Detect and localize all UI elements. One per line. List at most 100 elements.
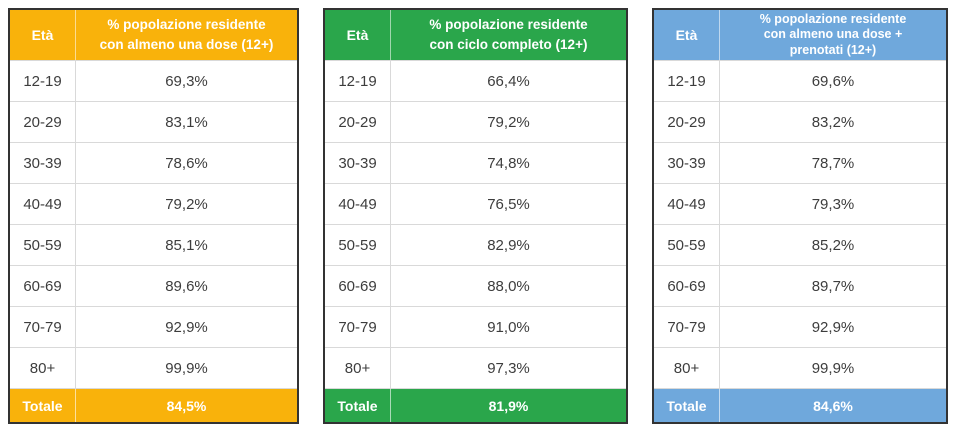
value-cell: 76,5% xyxy=(487,195,530,213)
value-cell: 69,3% xyxy=(165,72,208,90)
value-cell: 74,8% xyxy=(487,154,530,172)
age-cell: 50-59 xyxy=(10,225,76,265)
table-row: 30-39 74,8% xyxy=(325,142,626,183)
age-header-label: Età xyxy=(675,27,698,43)
value-header-label: % popolazione residente con almeno una d… xyxy=(99,17,274,52)
vaccination-table: Età % popolazione residente con ciclo co… xyxy=(323,8,628,424)
table-row: 12-19 69,6% xyxy=(654,60,946,101)
value-cell: 83,2% xyxy=(811,113,855,131)
table-row: 60-69 89,6% xyxy=(10,265,297,306)
value-cell: 88,0% xyxy=(487,277,530,295)
table-row: 80+ 99,9% xyxy=(10,347,297,388)
total-label-cell: Totale xyxy=(654,389,720,422)
total-value-cell: 84,5% xyxy=(166,397,207,414)
table-row: 70-79 91,0% xyxy=(325,306,626,347)
value-cell: 82,9% xyxy=(487,236,530,254)
age-cell: 60-69 xyxy=(325,266,391,306)
age-cell: 12-19 xyxy=(654,61,720,101)
table-row: 30-39 78,7% xyxy=(654,142,946,183)
value-cell: 91,0% xyxy=(487,318,530,336)
age-header-label: Età xyxy=(31,27,54,43)
vaccination-table: Età % popolazione residente con almeno u… xyxy=(652,8,948,424)
value-cell: 79,3% xyxy=(811,195,855,213)
age-column-header: Età xyxy=(325,10,391,60)
table-header-row: Età % popolazione residente con ciclo co… xyxy=(325,10,626,60)
value-column-header: % popolazione residente con ciclo comple… xyxy=(391,10,626,60)
value-cell: 99,9% xyxy=(811,359,855,377)
value-cell: 66,4% xyxy=(487,72,530,90)
age-cell: 50-59 xyxy=(654,225,720,265)
age-cell: 40-49 xyxy=(325,184,391,224)
age-cell: 80+ xyxy=(325,348,391,388)
age-cell: 30-39 xyxy=(10,143,76,183)
value-cell: 85,1% xyxy=(165,236,208,254)
age-cell: 70-79 xyxy=(325,307,391,347)
age-header-label: Età xyxy=(346,27,369,43)
age-cell: 60-69 xyxy=(10,266,76,306)
value-cell: 79,2% xyxy=(487,113,530,131)
age-cell: 20-29 xyxy=(10,102,76,142)
value-cell: 92,9% xyxy=(165,318,208,336)
table-row: 20-29 83,2% xyxy=(654,101,946,142)
value-cell: 78,6% xyxy=(165,154,208,172)
table-row: 60-69 89,7% xyxy=(654,265,946,306)
table-row: 80+ 97,3% xyxy=(325,347,626,388)
table-body: 12-19 69,6% 20-29 83,2% 30-39 78,7% 40-4… xyxy=(654,60,946,388)
table-header-row: Età % popolazione residente con almeno u… xyxy=(10,10,297,60)
total-row: Totale 81,9% xyxy=(325,388,626,422)
total-row: Totale 84,5% xyxy=(10,388,297,422)
value-cell: 69,6% xyxy=(811,72,855,90)
table-row: 50-59 82,9% xyxy=(325,224,626,265)
value-cell: 83,1% xyxy=(165,113,208,131)
value-cell: 85,2% xyxy=(811,236,855,254)
total-label-cell: Totale xyxy=(325,389,391,422)
value-cell: 89,6% xyxy=(165,277,208,295)
table-body: 12-19 69,3% 20-29 83,1% 30-39 78,6% 40-4… xyxy=(10,60,297,388)
value-cell: 99,9% xyxy=(165,359,208,377)
value-header-label: % popolazione residente con ciclo comple… xyxy=(429,17,588,52)
table-row: 60-69 88,0% xyxy=(325,265,626,306)
age-cell: 40-49 xyxy=(654,184,720,224)
table-row: 20-29 83,1% xyxy=(10,101,297,142)
age-cell: 12-19 xyxy=(10,61,76,101)
table-row: 40-49 79,3% xyxy=(654,183,946,224)
value-cell: 78,7% xyxy=(811,154,855,172)
total-label-cell: Totale xyxy=(10,389,76,422)
table-row: 30-39 78,6% xyxy=(10,142,297,183)
table-row: 70-79 92,9% xyxy=(654,306,946,347)
age-cell: 70-79 xyxy=(10,307,76,347)
table-row: 50-59 85,2% xyxy=(654,224,946,265)
table-row: 70-79 92,9% xyxy=(10,306,297,347)
value-cell: 97,3% xyxy=(487,359,530,377)
table-row: 12-19 69,3% xyxy=(10,60,297,101)
age-cell: 80+ xyxy=(10,348,76,388)
total-value-cell: 81,9% xyxy=(488,397,529,414)
table-row: 50-59 85,1% xyxy=(10,224,297,265)
value-header-label: % popolazione residente con almeno una d… xyxy=(759,12,907,57)
value-cell: 89,7% xyxy=(811,277,855,295)
age-cell: 40-49 xyxy=(10,184,76,224)
age-cell: 20-29 xyxy=(325,102,391,142)
total-row: Totale 84,6% xyxy=(654,388,946,422)
age-cell: 80+ xyxy=(654,348,720,388)
table-row: 12-19 66,4% xyxy=(325,60,626,101)
table-row: 20-29 79,2% xyxy=(325,101,626,142)
table-row: 40-49 76,5% xyxy=(325,183,626,224)
value-column-header: % popolazione residente con almeno una d… xyxy=(720,10,946,60)
value-cell: 92,9% xyxy=(811,318,855,336)
total-value-cell: 84,6% xyxy=(813,397,853,414)
value-column-header: % popolazione residente con almeno una d… xyxy=(76,10,297,60)
age-cell: 70-79 xyxy=(654,307,720,347)
age-cell: 50-59 xyxy=(325,225,391,265)
table-row: 40-49 79,2% xyxy=(10,183,297,224)
age-cell: 60-69 xyxy=(654,266,720,306)
table-row: 80+ 99,9% xyxy=(654,347,946,388)
vaccination-table: Età % popolazione residente con almeno u… xyxy=(8,8,299,424)
age-cell: 30-39 xyxy=(654,143,720,183)
tables-row: Età % popolazione residente con almeno u… xyxy=(8,8,948,424)
table-body: 12-19 66,4% 20-29 79,2% 30-39 74,8% 40-4… xyxy=(325,60,626,388)
age-cell: 30-39 xyxy=(325,143,391,183)
age-column-header: Età xyxy=(654,10,720,60)
value-cell: 79,2% xyxy=(165,195,208,213)
